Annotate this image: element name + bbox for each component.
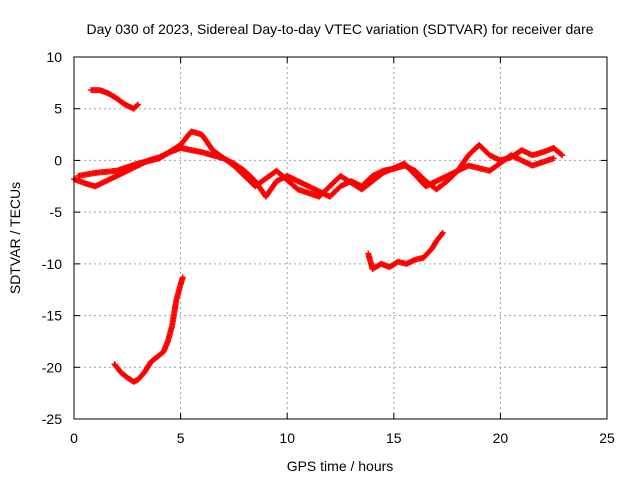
data-point [134,101,141,108]
y-tick-label: -15 [42,308,62,324]
y-tick-label: -20 [42,359,62,375]
y-tick-label: 10 [46,49,62,65]
series-lower-left-curve [111,274,186,385]
x-axis-label: GPS time / hours [287,458,394,474]
data-point [550,155,557,162]
data-point [179,274,186,281]
y-tick-label: -5 [50,204,63,220]
data-point [439,229,446,236]
y-axis-label: SDTVAR / TECUs [7,182,23,294]
plot-frame [73,56,608,420]
y-tick-label: -10 [42,256,62,272]
y-tick-label: 0 [54,152,62,168]
y-tick-label: 5 [54,101,62,117]
data-point [438,231,445,238]
x-tick-label: 0 [70,430,78,446]
grid [74,57,607,419]
data-point [559,152,566,159]
data-point [133,102,140,109]
data-points [71,87,566,385]
axis-ticks: 0 5 10 15 20 25 -25 -20 -15 -10 -5 0 5 10 [42,49,615,446]
data-point [558,151,565,158]
x-tick-label: 15 [386,430,402,446]
x-tick-label: 5 [177,430,185,446]
chart-title: Day 030 of 2023, Sidereal Day-to-day VTE… [86,21,593,37]
x-tick-label: 10 [279,430,295,446]
x-tick-label: 20 [493,430,509,446]
x-tick-label: 25 [599,430,615,446]
series-main-band-b [75,128,557,200]
y-tick-label: -25 [42,411,62,427]
series-upper-fragment [88,87,141,112]
series-lower-right-segment [365,229,446,273]
